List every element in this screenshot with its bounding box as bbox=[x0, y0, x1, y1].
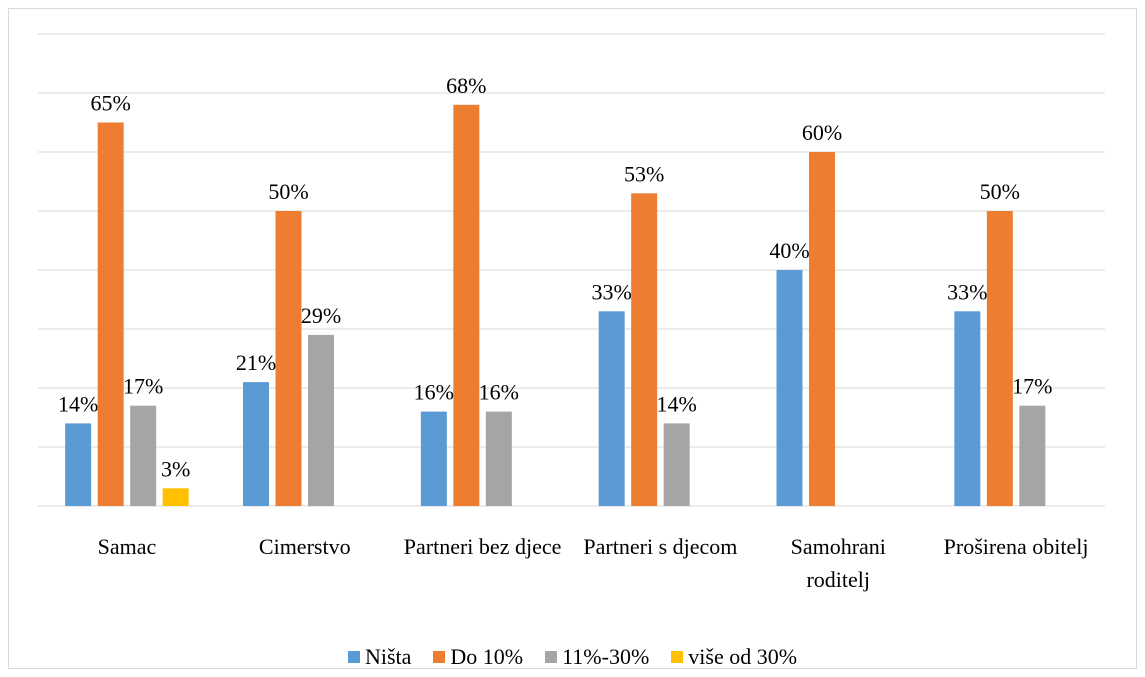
x-tick-label: Samac bbox=[97, 534, 157, 559]
bar bbox=[954, 311, 981, 506]
bar bbox=[420, 411, 447, 506]
bar bbox=[1019, 405, 1046, 506]
data-label: 68% bbox=[446, 73, 486, 98]
legend-swatch bbox=[433, 651, 446, 663]
chart-border bbox=[8, 8, 1137, 669]
data-label: 16% bbox=[479, 380, 519, 405]
data-label: 17% bbox=[1012, 374, 1052, 399]
bar bbox=[453, 104, 480, 507]
bar bbox=[130, 405, 157, 506]
data-label: 29% bbox=[301, 303, 341, 328]
data-label: 21% bbox=[236, 350, 276, 375]
data-label: 50% bbox=[980, 179, 1020, 204]
data-label: 33% bbox=[592, 279, 632, 304]
data-label: 14% bbox=[58, 391, 98, 416]
data-label: 33% bbox=[947, 279, 987, 304]
x-tick-label: Partneri bez djece bbox=[403, 534, 562, 559]
x-tick-label: Partneri s djecom bbox=[583, 534, 738, 559]
bar bbox=[986, 211, 1013, 506]
bar bbox=[97, 122, 124, 506]
data-label: 17% bbox=[123, 374, 163, 399]
data-label: 16% bbox=[414, 380, 454, 405]
data-label: 3% bbox=[161, 456, 190, 481]
data-label: 40% bbox=[769, 238, 809, 263]
legend-item: više od 30% bbox=[671, 644, 797, 670]
data-label: 50% bbox=[268, 179, 308, 204]
bar bbox=[65, 423, 92, 506]
bar bbox=[243, 382, 269, 506]
bar bbox=[162, 488, 189, 506]
legend-swatch bbox=[545, 651, 558, 663]
bar bbox=[809, 152, 835, 506]
legend: Ništa Do 10% 11%-30% više od 30% bbox=[0, 644, 1145, 670]
legend-swatch bbox=[347, 651, 360, 663]
legend-label: 11%-30% bbox=[562, 644, 650, 669]
bar bbox=[598, 311, 625, 506]
data-label: 53% bbox=[624, 161, 664, 186]
x-tick-label: Cimerstvo bbox=[258, 534, 351, 559]
legend-item: Ništa bbox=[347, 644, 412, 670]
legend-item: Do 10% bbox=[433, 644, 523, 670]
bar bbox=[275, 211, 302, 506]
legend-label: više od 30% bbox=[688, 644, 798, 669]
data-label: 14% bbox=[657, 391, 697, 416]
data-label: 65% bbox=[91, 91, 131, 116]
data-label: 60% bbox=[802, 120, 842, 145]
bar bbox=[776, 270, 803, 506]
bar bbox=[631, 193, 658, 507]
bar bbox=[485, 411, 512, 506]
x-tick-label: Samohrani roditelj bbox=[790, 534, 886, 592]
legend-swatch bbox=[671, 651, 684, 663]
legend-item: 11%-30% bbox=[545, 644, 649, 670]
legend-label: Do 10% bbox=[450, 644, 524, 669]
bar bbox=[663, 423, 690, 506]
bar bbox=[308, 334, 334, 506]
legend-label: Ništa bbox=[364, 644, 412, 669]
x-tick-label: Proširena obitelj bbox=[943, 534, 1089, 559]
